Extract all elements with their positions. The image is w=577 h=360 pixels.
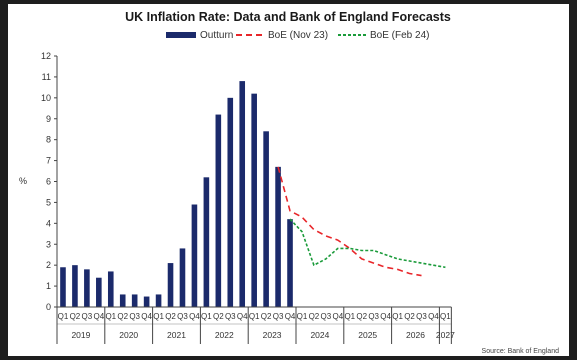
y-tick-label: 9 (46, 114, 51, 124)
x-quarter-label: Q2 (404, 312, 415, 321)
y-axis-label: % (19, 176, 27, 186)
x-quarter-label: Q2 (213, 312, 224, 321)
y-tick-label: 8 (46, 135, 51, 145)
chart-frame: UK Inflation Rate: Data and Bank of Engl… (8, 4, 569, 356)
x-quarter-label: Q3 (225, 312, 236, 321)
y-tick-label: 0 (46, 302, 51, 312)
legend-label-outturn: Outturn (200, 30, 233, 41)
x-quarter-label: Q2 (165, 312, 176, 321)
outturn-bar (227, 97, 234, 307)
outturn-bars (60, 81, 293, 308)
x-year-label: 2026 (406, 330, 425, 340)
x-quarter-label: Q2 (70, 312, 81, 321)
outturn-bar (72, 265, 78, 307)
x-quarter-label: Q4 (380, 312, 391, 321)
outturn-bar (239, 81, 246, 307)
x-quarter-label: Q4 (141, 312, 152, 321)
y-tick-label: 1 (46, 281, 51, 291)
x-quarter-label: Q1 (58, 312, 69, 321)
x-quarter-label: Q3 (321, 312, 332, 321)
x-quarter-label: Q2 (261, 312, 272, 321)
outturn-bar (275, 166, 281, 307)
x-quarter-label: Q4 (285, 312, 296, 321)
outturn-bar (84, 269, 90, 307)
legend-label-boe-nov23: BoE (Nov 23) (268, 30, 328, 41)
x-quarter-label: Q1 (105, 312, 116, 321)
legend-swatch-outturn (166, 32, 196, 38)
y-tick-label: 4 (46, 218, 51, 228)
x-quarter-label: Q2 (309, 312, 320, 321)
outturn-bar (191, 204, 198, 307)
y-tick-label: 11 (42, 72, 51, 82)
x-quarter-label: Q3 (368, 312, 379, 321)
outturn-bar (167, 263, 174, 307)
x-year-label: 2019 (71, 330, 90, 340)
forecast-lines (277, 166, 446, 277)
outturn-bar (179, 248, 186, 307)
x-year-label: 2023 (263, 330, 282, 340)
outturn-bar (155, 294, 162, 307)
x-quarter-label: Q1 (344, 312, 355, 321)
y-tick-label: 10 (41, 93, 51, 103)
source-note: Source: Bank of England (482, 348, 560, 355)
outturn-bar (107, 271, 114, 307)
chart-title: UK Inflation Rate: Data and Bank of Engl… (125, 10, 451, 24)
outturn-bar (251, 93, 257, 308)
x-quarter-label: Q4 (428, 312, 439, 321)
x-quarter-label: Q3 (129, 312, 140, 321)
chart: UK Inflation Rate: Data and Bank of Engl… (19, 10, 560, 355)
x-quarter-label: Q2 (356, 312, 367, 321)
x-year-label: 2025 (358, 330, 377, 340)
forecast-line-boe-feb24 (289, 218, 446, 269)
legend-label-boe-feb24: BoE (Feb 24) (370, 30, 429, 41)
outturn-bar (60, 267, 66, 307)
forecast-line-boe-nov23 (277, 166, 422, 277)
x-quarter-label: Q1 (440, 312, 451, 321)
y-tick-label: 5 (46, 197, 51, 207)
x-year-label: 2022 (215, 330, 234, 340)
x-quarter-label: Q3 (273, 312, 284, 321)
x-quarter-label: Q4 (189, 312, 200, 321)
x-quarter-label: Q3 (82, 312, 93, 321)
x-quarter-label: Q1 (297, 312, 308, 321)
outturn-bar (287, 219, 293, 307)
x-quarter-label: Q3 (177, 312, 188, 321)
outturn-bar (263, 131, 269, 307)
outturn-bar (203, 177, 210, 307)
x-quarter-label: Q1 (201, 312, 212, 321)
legend: Outturn BoE (Nov 23) BoE (Feb 24) (166, 30, 429, 41)
y-tick-label: 3 (46, 239, 51, 249)
outturn-bar (143, 296, 150, 307)
outturn-bar (96, 277, 102, 307)
x-year-label: 2021 (167, 330, 186, 340)
x-quarter-label: Q1 (249, 312, 260, 321)
x-year-label: 2024 (310, 330, 329, 340)
x-quarter-label: Q2 (117, 312, 128, 321)
y-tick-label: 2 (46, 260, 51, 270)
outturn-bar (119, 294, 126, 307)
x-year-label: 2027 (436, 330, 455, 340)
x-quarter-label: Q3 (416, 312, 427, 321)
y-tick-label: 12 (41, 51, 51, 61)
x-quarter-label: Q4 (237, 312, 248, 321)
x-quarter-label: Q1 (392, 312, 403, 321)
x-quarter-label: Q4 (93, 312, 104, 321)
y-tick-label: 7 (46, 156, 51, 166)
x-quarter-label: Q4 (332, 312, 343, 321)
outturn-bar (131, 294, 138, 307)
x-year-label: 2020 (119, 330, 138, 340)
x-quarter-label: Q1 (153, 312, 164, 321)
y-tick-label: 6 (46, 177, 51, 187)
outturn-bar (215, 114, 222, 307)
